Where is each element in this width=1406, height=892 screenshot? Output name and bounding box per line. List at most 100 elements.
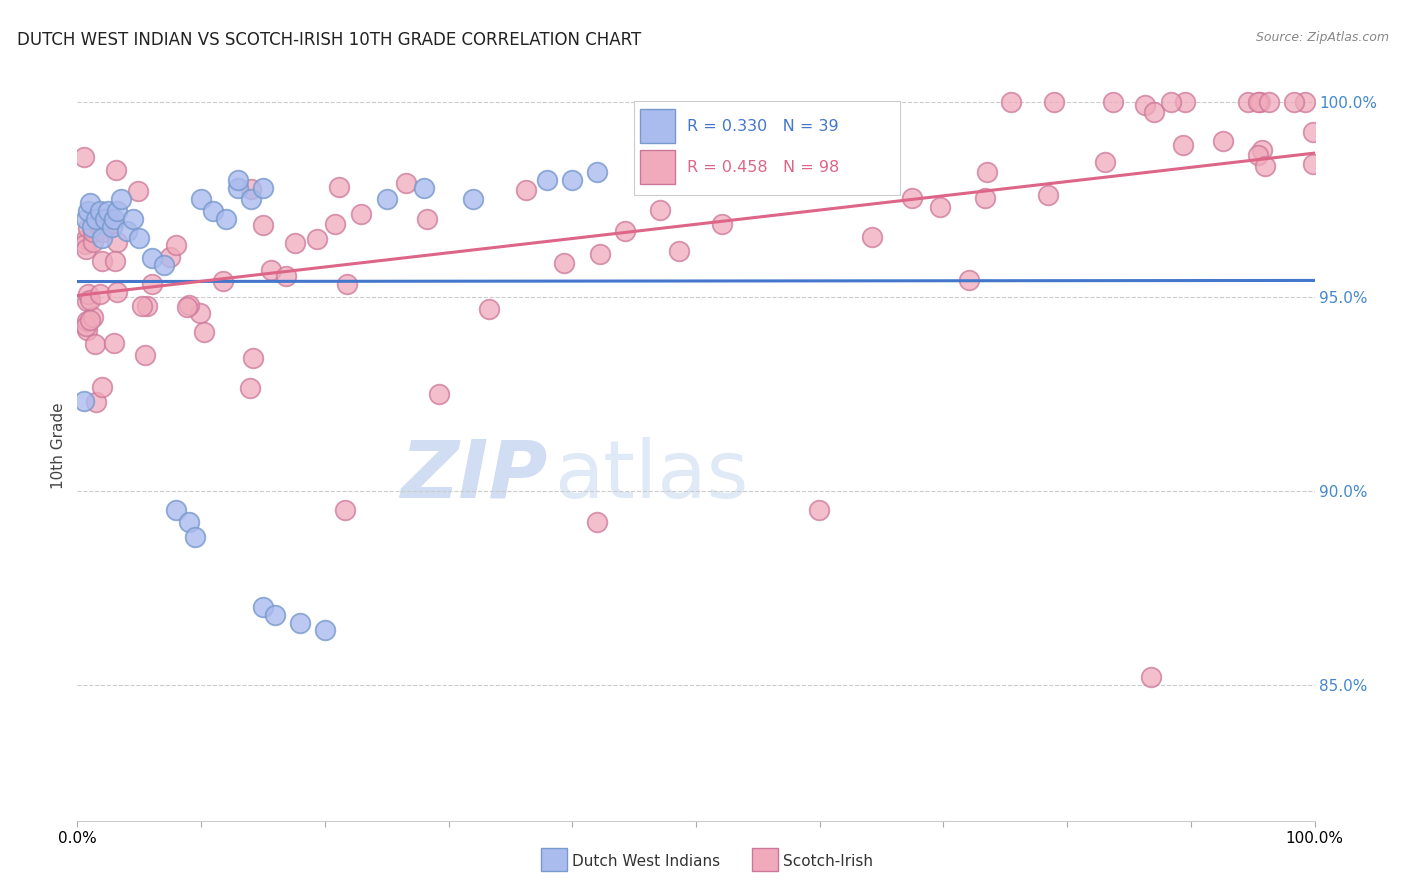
Point	[1094, 155, 1116, 169]
Text: R = 0.330   N = 39: R = 0.330 N = 39	[688, 119, 839, 134]
Point	[75, 231, 97, 245]
Text: Dutch West Indians: Dutch West Indians	[572, 855, 720, 869]
Point	[89, 286, 111, 301]
Point	[84, 394, 107, 409]
Point	[177, 515, 200, 529]
Point	[91, 225, 114, 239]
Point	[1247, 147, 1270, 161]
Point	[928, 200, 950, 214]
Point	[252, 181, 274, 195]
Point	[73, 149, 96, 163]
Point	[188, 306, 211, 320]
Point	[75, 318, 97, 333]
Point	[1139, 670, 1161, 684]
Point	[478, 301, 501, 316]
Point	[350, 207, 373, 221]
Point	[239, 381, 262, 395]
Point	[1294, 95, 1316, 110]
Point	[104, 254, 127, 268]
Point	[1254, 160, 1277, 174]
Point	[720, 160, 742, 174]
Point	[1212, 134, 1234, 148]
Point	[1247, 95, 1270, 110]
Point	[429, 386, 451, 401]
Point	[190, 193, 212, 207]
Point	[84, 211, 107, 226]
Point	[82, 310, 104, 324]
Point	[1043, 95, 1066, 110]
Point	[76, 294, 98, 309]
Point	[141, 251, 163, 265]
Point	[328, 180, 350, 194]
Point	[93, 211, 115, 226]
Bar	[640, 150, 675, 184]
Point	[274, 269, 297, 284]
Point	[79, 293, 101, 308]
Point	[242, 351, 264, 366]
Bar	[640, 109, 675, 143]
Point	[176, 300, 198, 314]
Point	[1302, 125, 1324, 139]
Point	[1282, 95, 1305, 110]
Point	[1174, 95, 1197, 110]
Point	[122, 211, 145, 226]
Point	[115, 223, 138, 237]
Point	[141, 277, 163, 291]
Text: ZIP: ZIP	[401, 437, 547, 515]
Point	[463, 193, 485, 207]
Point	[135, 299, 157, 313]
Point	[711, 217, 734, 231]
Point	[105, 204, 128, 219]
Point	[76, 323, 98, 337]
Point	[165, 503, 187, 517]
Point	[1302, 157, 1324, 171]
Point	[134, 348, 156, 362]
Point	[211, 274, 233, 288]
Point	[239, 193, 262, 207]
Point	[75, 237, 97, 252]
Point	[75, 211, 97, 226]
Point	[103, 336, 125, 351]
Point	[202, 204, 225, 219]
Point	[72, 394, 94, 409]
Point	[104, 162, 127, 177]
Point	[91, 231, 114, 245]
Point	[105, 285, 128, 299]
Point	[586, 165, 609, 179]
Point	[1102, 95, 1125, 110]
Point	[82, 226, 104, 240]
Point	[288, 615, 311, 630]
Point	[650, 203, 672, 218]
Point	[314, 624, 336, 638]
Point	[90, 222, 112, 236]
Point	[91, 254, 114, 268]
Point	[159, 250, 181, 264]
Point	[1160, 95, 1182, 110]
Point	[1171, 138, 1194, 153]
Point	[260, 262, 283, 277]
Point	[90, 380, 112, 394]
Point	[668, 244, 690, 259]
Text: atlas: atlas	[554, 437, 748, 515]
Point	[79, 196, 101, 211]
Point	[83, 336, 105, 351]
Point	[1250, 143, 1272, 157]
Point	[733, 168, 755, 182]
Point	[901, 191, 924, 205]
Point	[264, 607, 287, 622]
Y-axis label: 10th Grade: 10th Grade	[51, 402, 66, 490]
Point	[252, 600, 274, 615]
Point	[103, 211, 125, 226]
Point	[165, 237, 187, 252]
Point	[613, 223, 636, 237]
Point	[957, 273, 980, 287]
Point	[128, 231, 150, 245]
Point	[808, 503, 831, 517]
Point	[860, 230, 883, 244]
Point	[1000, 95, 1022, 110]
Point	[110, 193, 132, 207]
Point	[305, 231, 328, 245]
Point	[97, 204, 120, 219]
Point	[976, 165, 998, 179]
Point	[105, 235, 128, 250]
